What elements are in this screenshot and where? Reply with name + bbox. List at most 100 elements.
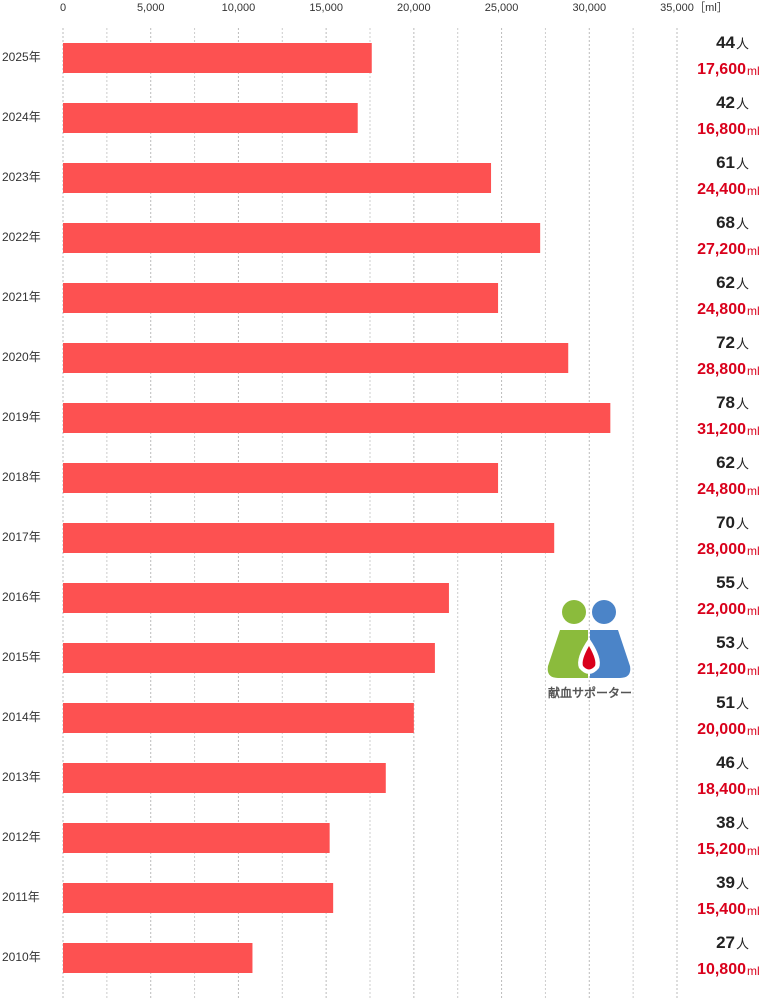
value-unit: ml (747, 124, 760, 138)
bar (63, 343, 569, 373)
value-label: 27,200 (697, 241, 746, 258)
logo-head-right (592, 600, 616, 624)
value-unit: ml (747, 304, 760, 318)
value-label: 18,400 (697, 781, 746, 798)
person-count: 44 (716, 33, 735, 52)
y-tick-label: 2015年 (2, 650, 41, 664)
y-tick-label: 2011年 (2, 890, 40, 904)
value-label: 24,800 (697, 301, 746, 318)
x-tick-label: 35,000 (660, 2, 694, 14)
value-label: 28,800 (697, 361, 746, 378)
x-tick-label: 5,000 (137, 2, 165, 14)
value-unit: ml (747, 184, 760, 198)
y-tick-label: 2013年 (2, 770, 41, 784)
y-tick-label: 2021年 (2, 290, 41, 304)
logo-head-left (562, 600, 586, 624)
person-count: 38 (716, 813, 735, 832)
y-tick-label: 2020年 (2, 350, 41, 364)
bar (63, 703, 414, 733)
bar (63, 583, 449, 613)
bar (63, 463, 499, 493)
person-unit: 人 (736, 936, 749, 951)
value-label: 31,200 (697, 421, 746, 438)
person-number: 44 (716, 33, 735, 52)
y-tick-label: 2014年 (2, 710, 41, 724)
person-unit: 人 (736, 876, 749, 891)
value-unit: ml (747, 664, 760, 678)
x-tick-label: 25,000 (485, 2, 519, 14)
bar (63, 823, 330, 853)
value-unit: ml (747, 904, 760, 918)
x-tick-label: 10,000 (222, 2, 256, 14)
person-count: 68 (716, 213, 735, 232)
logo-text: 献血サポーター (548, 685, 632, 700)
person-number: 78 (716, 393, 735, 412)
value-label: 17,600 (697, 61, 746, 78)
x-axis-label: ［ml］ (694, 1, 728, 14)
y-tick-label: 2025年 (2, 50, 41, 64)
person-unit: 人 (736, 456, 749, 471)
person-unit: 人 (736, 696, 749, 711)
x-tick-label: 0 (60, 2, 66, 14)
person-count: 46 (716, 753, 735, 772)
value-unit: ml (747, 484, 760, 498)
person-unit: 人 (736, 96, 749, 111)
person-unit: 人 (736, 276, 749, 291)
person-count: 51 (716, 693, 735, 712)
person-count: 72 (716, 333, 735, 352)
y-tick-label: 2024年 (2, 110, 41, 124)
value-label: 16,800 (697, 121, 746, 138)
value-unit: ml (747, 424, 760, 438)
person-count: 39 (716, 873, 735, 892)
person-number: 62 (716, 453, 735, 472)
value-label: 20,000 (697, 721, 746, 738)
logo-body-right (590, 630, 631, 678)
y-tick-label: 2012年 (2, 830, 41, 844)
bar (63, 283, 499, 313)
person-number: 38 (716, 813, 735, 832)
y-tick-label: 2022年 (2, 230, 41, 244)
bar (63, 403, 611, 433)
value-unit: ml (747, 544, 760, 558)
y-tick-label: 2023年 (2, 170, 41, 184)
person-number: 39 (716, 873, 735, 892)
person-count: 62 (716, 453, 735, 472)
person-number: 51 (716, 693, 735, 712)
person-number: 27 (716, 933, 735, 952)
person-number: 53 (716, 633, 735, 652)
x-tick-label: 30,000 (572, 2, 606, 14)
person-unit: 人 (736, 336, 749, 351)
value-unit: ml (747, 724, 760, 738)
person-count: 62 (716, 273, 735, 292)
value-unit: ml (747, 64, 760, 78)
y-tick-label: 2017年 (2, 530, 41, 544)
person-count: 42 (716, 93, 735, 112)
person-unit: 人 (736, 516, 749, 531)
person-unit: 人 (736, 216, 749, 231)
person-unit: 人 (736, 756, 749, 771)
y-tick-label: 2018年 (2, 470, 41, 484)
y-tick-label: 2016年 (2, 590, 41, 604)
y-tick-label: 2019年 (2, 410, 41, 424)
person-unit: 人 (736, 396, 749, 411)
person-number: 55 (716, 573, 735, 592)
bar (63, 763, 386, 793)
person-number: 70 (716, 513, 735, 532)
person-number: 46 (716, 753, 735, 772)
bar (63, 943, 253, 973)
value-label: 15,400 (697, 901, 746, 918)
x-tick-label: 15,000 (309, 2, 343, 14)
person-count: 55 (716, 573, 735, 592)
value-label: 28,000 (697, 541, 746, 558)
bar (63, 43, 372, 73)
person-count: 61 (716, 153, 735, 172)
person-count: 78 (716, 393, 735, 412)
value-unit: ml (747, 364, 760, 378)
value-label: 24,400 (697, 181, 746, 198)
value-label: 15,200 (697, 841, 746, 858)
value-label: 24,800 (697, 481, 746, 498)
value-label: 21,200 (697, 661, 746, 678)
value-unit: ml (747, 844, 760, 858)
logo-body-left (547, 630, 588, 678)
